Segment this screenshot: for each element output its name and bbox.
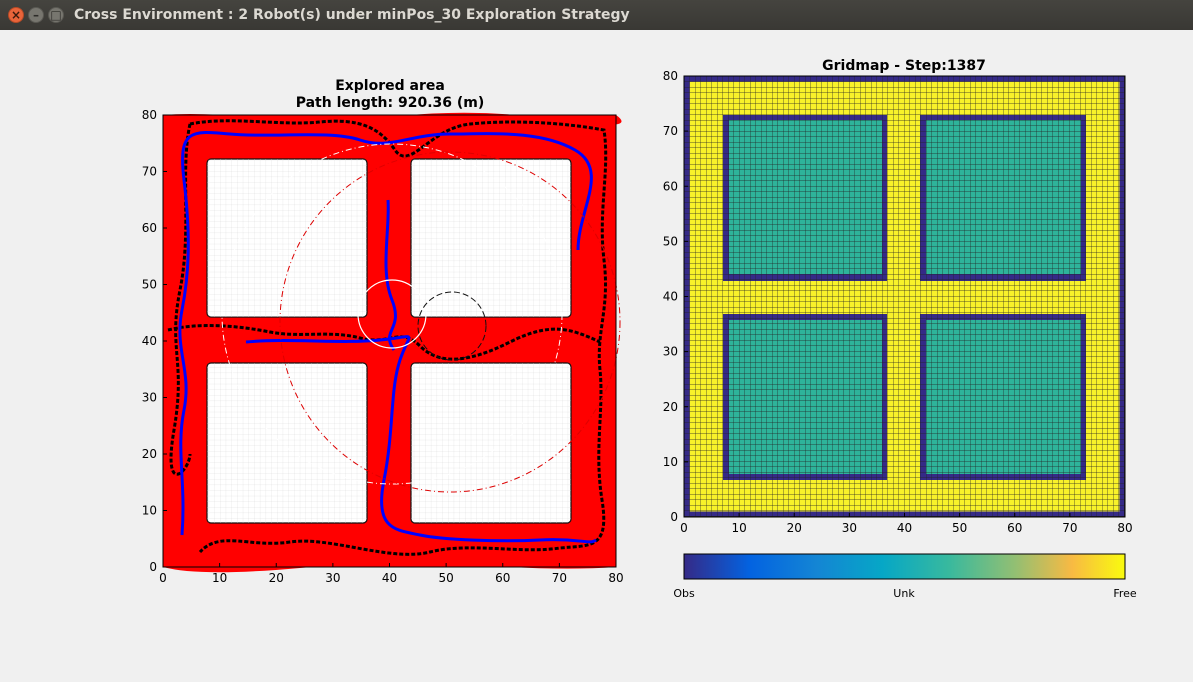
left-ytick-label: 40 — [142, 334, 157, 348]
left-xtick-label: 0 — [159, 571, 167, 585]
right-xtick-label: 30 — [842, 521, 857, 535]
colorbar-label-unk: Unk — [893, 587, 915, 600]
left-xtick-label: 50 — [438, 571, 453, 585]
left-ytick-label: 80 — [142, 108, 157, 122]
gridmap-plot: Gridmap - Step:1387 0 10 20 30 40 50 60 70 80 0 1… — [663, 58, 1133, 535]
left-ytick-label: 10 — [142, 504, 157, 518]
right-ytick-label: 50 — [663, 234, 678, 248]
window-title: Cross Environment : 2 Robot(s) under min… — [74, 7, 630, 23]
right-x-ticks: 0 10 20 30 40 50 60 70 80 — [680, 513, 1133, 535]
left-xtick-label: 40 — [382, 571, 397, 585]
left-xtick-label: 30 — [325, 571, 340, 585]
figure-svg: Explored area Path length: 920.36 (m) 0 1… — [142, 58, 1137, 600]
right-ytick-label: 40 — [663, 290, 678, 304]
sensor-range-red-large — [279, 151, 621, 493]
gridmap-title: Gridmap - Step:1387 — [822, 58, 986, 74]
window-maximize-button[interactable]: □ — [48, 7, 64, 23]
right-xtick-label: 20 — [787, 521, 802, 535]
colorbar-label-obs: Obs — [673, 587, 695, 600]
gridmap-cell-lines — [684, 76, 1125, 517]
right-xtick-label: 10 — [731, 521, 746, 535]
path-length-title: Path length: 920.36 (m) — [296, 95, 485, 111]
explored-title: Explored area — [335, 78, 445, 94]
right-xtick-label: 0 — [680, 521, 688, 535]
left-xtick-label: 20 — [269, 571, 284, 585]
right-xtick-label: 50 — [952, 521, 967, 535]
right-xtick-label: 80 — [1117, 521, 1132, 535]
left-ytick-label: 30 — [142, 391, 157, 405]
right-ytick-label: 10 — [663, 455, 678, 469]
right-ytick-label: 20 — [663, 400, 678, 414]
left-ytick-label: 50 — [142, 278, 157, 292]
right-ytick-label: 30 — [663, 345, 678, 359]
right-xtick-label: 60 — [1007, 521, 1022, 535]
left-y-ticks: 0 10 20 30 40 50 60 70 80 — [142, 108, 167, 574]
left-ytick-label: 0 — [149, 560, 157, 574]
left-xtick-label: 80 — [608, 571, 623, 585]
window-close-button[interactable]: × — [8, 7, 24, 23]
left-xtick-label: 10 — [212, 571, 227, 585]
right-ytick-label: 70 — [663, 124, 678, 138]
right-xtick-label: 70 — [1062, 521, 1077, 535]
left-ytick-label: 20 — [142, 447, 157, 461]
window-minimize-button[interactable]: – — [28, 7, 44, 23]
right-y-ticks: 0 10 20 30 40 50 60 70 80 — [663, 69, 688, 524]
left-x-ticks: 0 10 20 30 40 50 60 70 80 — [159, 563, 624, 585]
explored-area-plot: Explored area Path length: 920.36 (m) 0 1… — [142, 78, 624, 585]
left-ytick-label: 70 — [142, 165, 157, 179]
left-xtick-label: 70 — [552, 571, 567, 585]
right-ytick-label: 60 — [663, 179, 678, 193]
left-xtick-label: 60 — [495, 571, 510, 585]
colorbar-label-free: Free — [1113, 587, 1137, 600]
sensor-range-white-small — [357, 279, 427, 349]
figure-canvas: Explored area Path length: 920.36 (m) 0 1… — [0, 30, 1193, 678]
right-ytick-label: 80 — [663, 69, 678, 83]
right-ytick-label: 0 — [670, 510, 678, 524]
sensor-range-white-large — [221, 143, 563, 485]
sensor-range-black-small — [417, 291, 487, 361]
robot1-path — [178, 130, 597, 544]
window-titlebar: × – □ Cross Environment : 2 Robot(s) und… — [0, 0, 1193, 30]
right-xtick-label: 40 — [897, 521, 912, 535]
left-ytick-label: 60 — [142, 221, 157, 235]
colorbar — [683, 553, 1126, 580]
